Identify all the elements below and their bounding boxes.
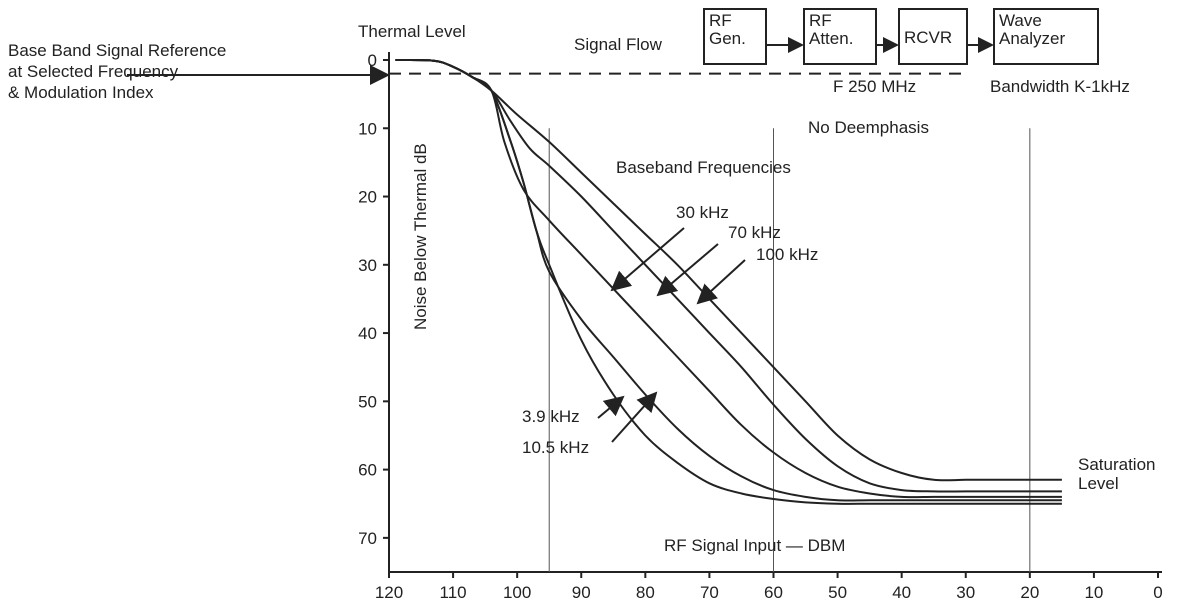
rcvr-line-1: RCVR [904, 28, 953, 47]
rf-atten-line-2: Atten. [809, 29, 854, 48]
label-100khz: 100 kHz [756, 245, 819, 264]
arrow-70khz [656, 243, 719, 297]
y-tick-label: 0 [368, 51, 377, 70]
arrow-100khz [696, 259, 746, 305]
rcvr-box: RCVR [898, 8, 968, 65]
arrow-10-5khz [611, 391, 658, 443]
x-tick-label: 110 [440, 583, 467, 602]
reference-line-1: Base Band Signal Reference [8, 41, 227, 60]
signal-flow-label: Signal Flow [574, 35, 662, 54]
label-30khz: 30 kHz [676, 203, 729, 222]
deemphasis-label: No Deemphasis [808, 118, 929, 137]
y-tick-label: 20 [358, 188, 377, 207]
series-line-30-khz [395, 58, 1062, 499]
reference-label: Base Band Signal Reference at Selected F… [8, 40, 226, 103]
x-tick-label: 60 [764, 583, 783, 602]
baseband-title: Baseband Frequencies [616, 158, 791, 177]
label-10-5khz: 10.5 kHz [522, 438, 590, 457]
arrow-3-9khz [597, 395, 625, 419]
wave-analyzer-box: Wave Analyzer [993, 8, 1099, 65]
x-tick-label: 40 [892, 583, 911, 602]
curves [395, 58, 1062, 505]
arrow-30khz [610, 227, 685, 292]
saturation-label-2: Level [1078, 474, 1119, 493]
y-axis-label: Noise Below Thermal dB [411, 143, 430, 330]
frequency-label: F 250 MHz [833, 77, 917, 96]
y-tick-label: 40 [358, 324, 377, 343]
series-line-100-khz [395, 58, 1062, 482]
x-tick-label: 30 [956, 583, 975, 602]
x-tick-label: 80 [636, 583, 655, 602]
rf-atten-line-1: RF [809, 11, 832, 30]
y-tick-label: 10 [358, 119, 377, 138]
reference-line-2: at Selected Frequency [8, 62, 179, 81]
y-tick-label: 70 [358, 529, 377, 548]
x-axis-label: RF Signal Input — DBM [664, 536, 846, 555]
x-tick-label: 0 [1153, 583, 1162, 602]
reference-line-3: & Modulation Index [8, 83, 154, 102]
arrows [127, 65, 746, 443]
axes [383, 52, 1162, 578]
thermal-level-label: Thermal Level [358, 22, 466, 41]
bandwidth-label: Bandwidth K-1kHz [990, 77, 1130, 96]
rf-gen-line-2: Gen. [709, 29, 746, 48]
series-line-3-9-khz [395, 58, 1062, 505]
x-tick-label: 120 [375, 583, 403, 602]
x-tick-label: 10 [1084, 583, 1103, 602]
signal-flow-arrows [767, 37, 994, 53]
y-tick-label: 30 [358, 256, 377, 275]
series-line-10-5-khz [395, 58, 1062, 502]
rf-atten-box: RF Atten. [803, 8, 877, 65]
rf-gen-line-1: RF [709, 11, 732, 30]
y-tick-label: 50 [358, 392, 377, 411]
x-tick-label: 50 [828, 583, 847, 602]
saturation-label-1: Saturation [1078, 455, 1156, 474]
x-tick-label: 90 [572, 583, 591, 602]
y-tick-label: 60 [358, 461, 377, 480]
x-tick-label: 100 [503, 583, 531, 602]
wave-analyzer-line-2: Analyzer [999, 29, 1066, 48]
wave-analyzer-line-1: Wave [999, 11, 1042, 30]
tick-labels: 120 110 100 90 80 70 60 50 40 30 20 10 0010203040506… [358, 51, 1163, 602]
rf-gen-box: RF Gen. [703, 8, 767, 65]
label-3-9khz: 3.9 kHz [522, 407, 580, 426]
x-tick-label: 20 [1020, 583, 1039, 602]
label-70khz: 70 kHz [728, 223, 781, 242]
x-tick-label: 70 [700, 583, 719, 602]
